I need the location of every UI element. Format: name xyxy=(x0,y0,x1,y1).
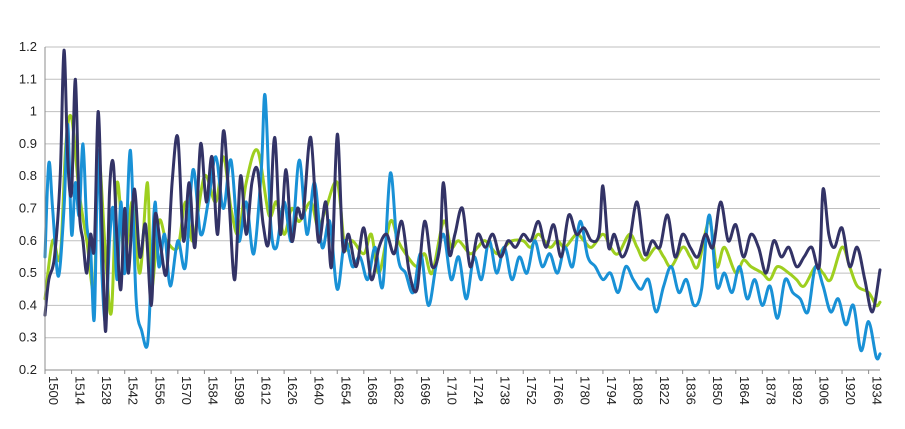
x-tick-label: 1752 xyxy=(524,376,539,405)
y-tick-label: 1.2 xyxy=(19,39,37,54)
y-tick-label: 0.5 xyxy=(19,265,37,280)
y-tick-label: 0.9 xyxy=(19,136,37,151)
x-tick-labels: 1500 1514 1528 1542 1556 1570 1584 1598 1612 1626… xyxy=(46,376,885,405)
y-tick-label: 0.3 xyxy=(19,330,37,345)
x-tick-label: 1920 xyxy=(843,376,858,405)
y-tick-label: 0.4 xyxy=(19,297,37,312)
x-tick-label: 1598 xyxy=(232,376,247,405)
x-tick-label: 1542 xyxy=(126,376,141,405)
x-tick-label: 1836 xyxy=(684,376,699,405)
x-tick-label: 1850 xyxy=(710,376,725,405)
x-tick-label: 1612 xyxy=(259,376,274,405)
x-tick-label: 1710 xyxy=(445,376,460,405)
x-tick-label: 1906 xyxy=(816,376,831,405)
x-tick-label: 1514 xyxy=(73,376,88,405)
x-tick-label: 1724 xyxy=(471,376,486,405)
series-lines xyxy=(43,48,882,361)
x-tick-label: 1934 xyxy=(870,376,885,405)
y-tick-label: 0.7 xyxy=(19,201,37,216)
x-tick-label: 1528 xyxy=(99,376,114,405)
x-tick-label: 1892 xyxy=(790,376,805,405)
x-tick-label: 1584 xyxy=(205,376,220,405)
x-tick-label: 1738 xyxy=(498,376,513,405)
x-tick-label: 1794 xyxy=(604,376,619,405)
x-tick-label: 1864 xyxy=(737,376,752,405)
x-tick-label: 1696 xyxy=(418,376,433,405)
x-tick-label: 1654 xyxy=(338,376,353,405)
x-tick-label: 1640 xyxy=(312,376,327,405)
axes xyxy=(44,47,880,374)
series-line-blue xyxy=(43,93,882,361)
y-tick-label: 1 xyxy=(30,104,37,119)
x-tick-label: 1682 xyxy=(391,376,406,405)
y-tick-label: 1.1 xyxy=(19,71,37,86)
x-tick-label: 1500 xyxy=(46,376,61,405)
x-tick-label: 1766 xyxy=(551,376,566,405)
y-tick-label: 0.8 xyxy=(19,168,37,183)
x-tick-label: 1626 xyxy=(285,376,300,405)
x-tick-label: 1668 xyxy=(365,376,380,405)
y-tick-label: 0.2 xyxy=(19,362,37,377)
y-tick-label: 0.6 xyxy=(19,233,37,248)
x-tick-label: 1878 xyxy=(763,376,778,405)
x-tick-label: 1556 xyxy=(152,376,167,405)
x-tick-label: 1780 xyxy=(577,376,592,405)
series-line-navy xyxy=(43,48,882,333)
x-tick-label: 1808 xyxy=(631,376,646,405)
x-tick-label: 1570 xyxy=(179,376,194,405)
x-tick-label: 1822 xyxy=(657,376,672,405)
y-tick-labels: 0.2 0.3 0.4 0.5 0.6 0.7 0.8 0.9 1 1.1 1.2 xyxy=(19,39,37,377)
